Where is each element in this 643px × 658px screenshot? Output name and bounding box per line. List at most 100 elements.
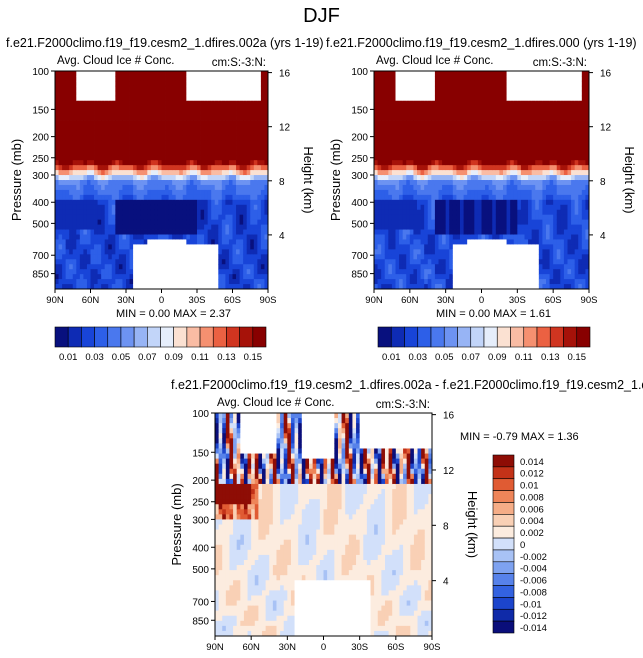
heatmap-cell (553, 254, 558, 260)
heatmap-cell (499, 244, 504, 250)
heatmap-cell (207, 125, 212, 131)
heatmap-cell (104, 279, 109, 285)
heatmap-cell (179, 75, 184, 82)
heatmap-cell (406, 234, 411, 240)
heatmap-cell (402, 269, 407, 275)
heatmap-cell (239, 204, 244, 211)
heatmap-cell (182, 155, 187, 161)
heatmap-cell (395, 85, 400, 92)
heatmap-cell (104, 75, 109, 82)
heatmap-cell (197, 229, 201, 235)
heatmap-cell (136, 85, 141, 92)
heatmap-cell (420, 145, 425, 151)
heatmap-cell (431, 214, 436, 221)
heatmap-cell (488, 120, 493, 126)
heatmap-cell (218, 160, 223, 166)
heatmap-cell (197, 170, 201, 176)
heatmap-cell (413, 224, 418, 230)
heatmap-cell (477, 264, 482, 270)
heatmap-cell (253, 90, 258, 97)
heatmap-cell (165, 229, 169, 235)
heatmap-cell (391, 150, 396, 156)
heatmap-cell (243, 120, 248, 126)
heatmap-cell (474, 145, 479, 151)
heatmap-cell (104, 214, 109, 221)
heatmap-cell (172, 279, 177, 285)
heatmap-cell (495, 254, 500, 260)
heatmap-cell (424, 160, 429, 166)
heatmap-cell (83, 199, 88, 206)
heatmap-cell (221, 214, 226, 221)
heatmap-cell (377, 244, 382, 250)
heatmap-cell (477, 199, 482, 206)
heatmap-cell (200, 229, 205, 235)
heatmap-cell (118, 90, 123, 97)
heatmap-cell (72, 189, 77, 196)
heatmap-cell (424, 90, 429, 97)
heatmap-cell (211, 224, 216, 230)
heatmap-cell (83, 110, 88, 116)
heatmap-cell (58, 219, 63, 225)
heatmap-cell (97, 189, 102, 196)
heatmap-cell (154, 214, 159, 221)
heatmap-cell (556, 90, 561, 97)
heatmap-cell (427, 264, 432, 270)
heatmap-cell (154, 194, 159, 201)
heatmap-cell (503, 135, 507, 141)
heatmap-cell (438, 199, 443, 206)
heatmap-cell (86, 71, 91, 77)
heatmap-cell (427, 100, 432, 107)
heatmap-cell (140, 244, 145, 250)
heatmap-cell (510, 110, 515, 116)
heatmap-cell (417, 254, 421, 260)
heatmap-cell (384, 249, 389, 255)
heatmap-cell (528, 130, 533, 136)
heatmap-cell (211, 145, 216, 151)
heatmap-cell (431, 71, 436, 77)
heatmap-cell (395, 214, 400, 221)
heatmap-cell (79, 234, 84, 240)
heatmap-cell (228, 264, 233, 270)
heatmap-cell (86, 120, 91, 126)
heatmap-cell (86, 284, 91, 290)
heatmap-cell (395, 130, 400, 136)
heatmap-cell (381, 234, 386, 240)
heatmap-cell (236, 75, 240, 82)
heatmap-cell (101, 160, 106, 166)
heatmap-cell (438, 90, 443, 97)
heatmap-cell (553, 214, 558, 221)
heatmap-cell (239, 259, 244, 265)
heatmap-cell (413, 120, 418, 126)
y-tick-label: 150 (32, 105, 49, 116)
heatmap-cell (260, 264, 265, 270)
heatmap-cell (524, 90, 529, 97)
heatmap-cell (384, 130, 389, 136)
heatmap-cell (179, 80, 184, 87)
heatmap-cell (129, 75, 134, 82)
heatmap-cell (55, 229, 59, 235)
heatmap-cell (417, 214, 421, 221)
heatmap-cell (147, 199, 152, 206)
heatmap-cell (399, 229, 404, 235)
heatmap-cell (168, 209, 173, 216)
heatmap-cell (253, 155, 258, 161)
heatmap-cell (499, 254, 504, 260)
heatmap-cell (133, 214, 138, 221)
heatmap-cell (399, 219, 404, 225)
heatmap-cell (402, 254, 407, 260)
heatmap-cell (193, 90, 198, 97)
heatmap-cell (129, 279, 134, 285)
heatmap-cell (218, 249, 223, 255)
heatmap-cell (246, 204, 251, 211)
heatmap-cell (62, 100, 67, 107)
heatmap-cell (161, 120, 166, 126)
heatmap-cell (182, 105, 187, 112)
heatmap-cell (253, 259, 258, 265)
heatmap-cell (434, 165, 439, 171)
heatmap-cell (58, 75, 63, 82)
heatmap-cell (503, 199, 507, 206)
heatmap-cell (250, 259, 255, 265)
heatmap-cell (424, 145, 429, 151)
heatmap-cell (264, 249, 269, 255)
heatmap-cell (474, 244, 479, 250)
